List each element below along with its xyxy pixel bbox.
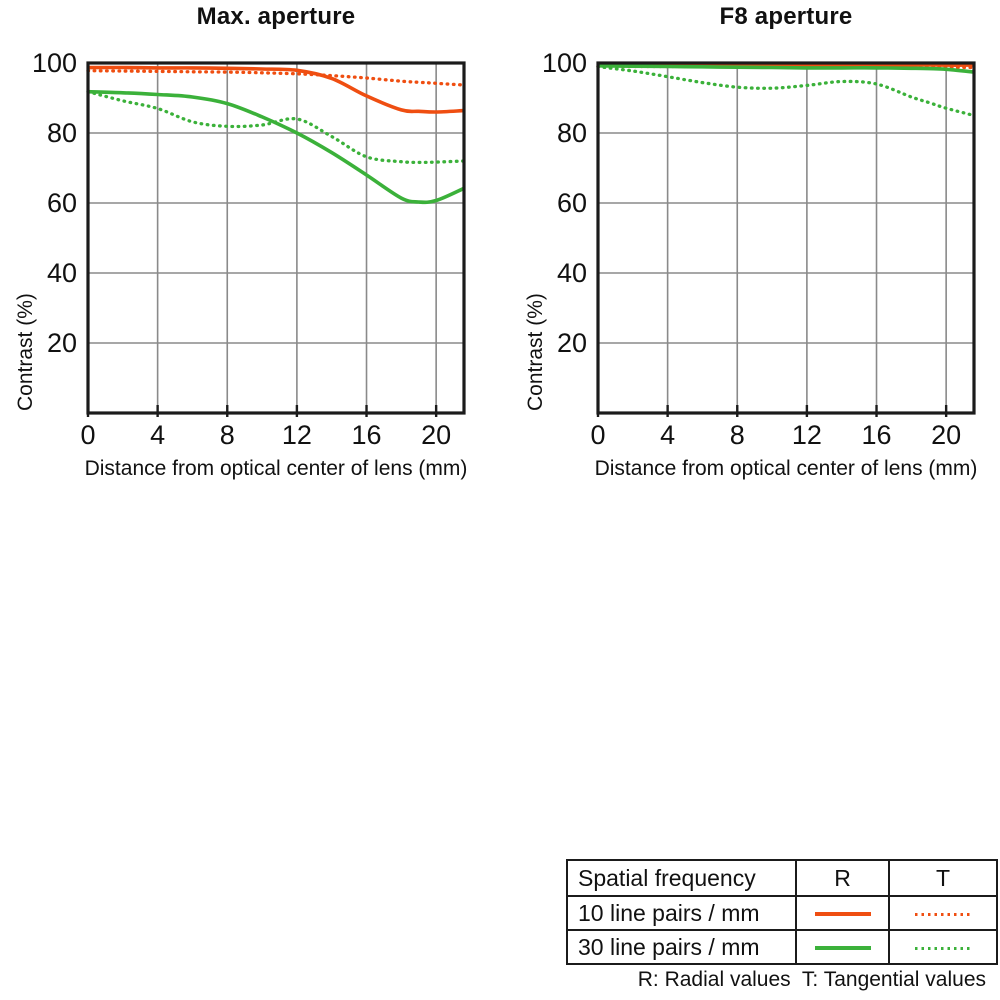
legend-row-10lp: 10 line pairs / mm (566, 895, 998, 931)
mtf-plot-max-aperture: 100 80 60 40 20 0 4 8 12 16 20 (32, 48, 466, 450)
svg-text:16: 16 (351, 420, 381, 450)
svg-text:16: 16 (861, 420, 891, 450)
legend-row-30lp: 30 line pairs / mm (566, 929, 998, 965)
legend-table: Spatial frequency R T 10 line pairs / mm… (566, 859, 998, 965)
legend-label-30lp: 30 line pairs / mm (566, 929, 797, 965)
svg-text:40: 40 (47, 258, 77, 288)
svg-text:8: 8 (220, 420, 235, 450)
svg-text:60: 60 (557, 188, 587, 218)
svg-text:12: 12 (792, 420, 822, 450)
svg-text:4: 4 (150, 420, 165, 450)
x-axis-label: Distance from optical center of lens (mm… (594, 457, 978, 480)
legend-header-row: Spatial frequency R T (566, 859, 998, 897)
svg-text:8: 8 (730, 420, 745, 450)
legend-line-30lp-tangential-icon (915, 946, 971, 951)
svg-text:20: 20 (47, 328, 77, 358)
svg-text:20: 20 (557, 328, 587, 358)
legend-label-10lp: 10 line pairs / mm (566, 895, 797, 931)
svg-text:80: 80 (557, 118, 587, 148)
mtf-plot-f8-aperture: 100 80 60 40 20 0 4 8 12 16 20 (542, 48, 976, 450)
mtf-chart-max-aperture: Max. aperture Contrast (%) 100 80 60 40 20 0 4… (0, 0, 500, 500)
chart-title-max-aperture: Max. aperture (196, 3, 356, 30)
legend-line-10lp-tangential-icon (915, 912, 971, 917)
mtf-chart-f8-aperture: F8 aperture Contrast (%) 100 80 60 40 20 0 4 8 1… (510, 0, 1000, 500)
svg-text:20: 20 (931, 420, 961, 450)
svg-text:12: 12 (282, 420, 312, 450)
legend-footnote: R: Radial values T: Tangential values (637, 968, 986, 991)
svg-text:20: 20 (421, 420, 451, 450)
svg-text:60: 60 (47, 188, 77, 218)
legend-line-10lp-radial-icon (814, 912, 871, 917)
legend-line-30lp-radial-icon (814, 946, 871, 951)
chart-title-f8-aperture: F8 aperture (719, 3, 853, 30)
svg-text:4: 4 (660, 420, 675, 450)
legend-header-spatial-frequency: Spatial frequency (566, 859, 797, 897)
legend-header-tangential: T (888, 859, 998, 897)
x-axis-label: Distance from optical center of lens (mm… (84, 457, 468, 480)
svg-text:0: 0 (80, 420, 95, 450)
svg-text:100: 100 (542, 48, 587, 78)
svg-text:0: 0 (590, 420, 605, 450)
legend-header-radial: R (795, 859, 890, 897)
svg-text:80: 80 (47, 118, 77, 148)
svg-text:40: 40 (557, 258, 587, 288)
svg-text:100: 100 (32, 48, 77, 78)
